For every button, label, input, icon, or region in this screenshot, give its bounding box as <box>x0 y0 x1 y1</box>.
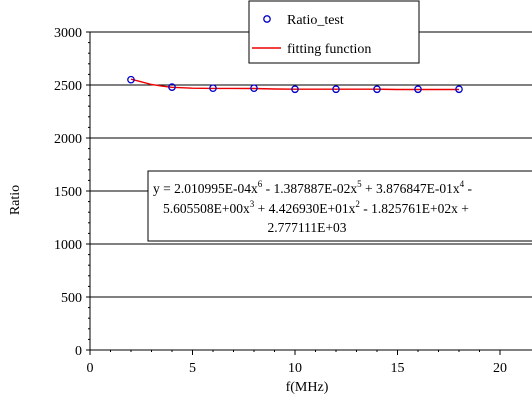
fit-series <box>130 78 459 91</box>
x-tick-label-20: 20 <box>493 361 507 376</box>
y-tick-label-500: 500 <box>61 291 82 306</box>
legend-marker-icon <box>263 15 271 23</box>
legend-label-ratio-test: Ratio_test <box>287 13 344 28</box>
y-tick-label-0: 0 <box>75 344 82 359</box>
equation-line-2: 5.605508E+00x3 + 4.426930E+01x2 - 1.8257… <box>163 199 469 216</box>
y-tick-label-2000: 2000 <box>54 132 82 147</box>
ratio-test-point <box>168 83 176 91</box>
gridlines <box>90 31 532 298</box>
ratio-test-point <box>455 85 463 94</box>
ratio-test-point <box>127 75 135 84</box>
x-axis-title: f(MHz) <box>286 380 329 395</box>
ratio-test-point <box>332 85 340 94</box>
y-tick-label-1500: 1500 <box>54 185 82 200</box>
ratio-test-point <box>291 85 299 94</box>
x-tick-label-10: 10 <box>288 361 302 376</box>
fitting-function-line <box>130 78 459 91</box>
legend: Ratio_test fitting function <box>248 0 420 64</box>
axes <box>86 31 532 355</box>
equation-line-1: y = 2.010995E-04x6 - 1.387887E-02x5 + 3.… <box>153 179 472 196</box>
legend-label-fitting-function: fitting function <box>287 42 371 57</box>
equation-line-3: 2.777111E+03 <box>268 220 347 235</box>
y-axis-title: Ratio <box>8 185 23 215</box>
x-tick-label-5: 5 <box>189 361 196 376</box>
x-tick-label-15: 15 <box>391 361 405 376</box>
x-tick-label-0: 0 <box>87 361 94 376</box>
marker-series <box>127 75 463 94</box>
y-tick-label-2500: 2500 <box>54 79 82 94</box>
equation-annotation: y = 2.010995E-04x6 - 1.387887E-02x5 + 3.… <box>147 170 532 242</box>
ratio-test-point <box>373 85 381 94</box>
x-tick-labels: 0 5 10 15 20 <box>87 361 508 376</box>
equation-box <box>147 170 532 242</box>
ratio-test-point <box>209 84 217 93</box>
y-tick-label-3000: 3000 <box>54 26 82 41</box>
ratio-test-point <box>414 85 422 94</box>
legend-box <box>248 0 420 64</box>
y-tick-label-1000: 1000 <box>54 238 82 253</box>
y-tick-labels: 0 500 1000 1500 2000 2500 3000 <box>54 26 82 359</box>
ratio-test-point <box>250 84 258 93</box>
